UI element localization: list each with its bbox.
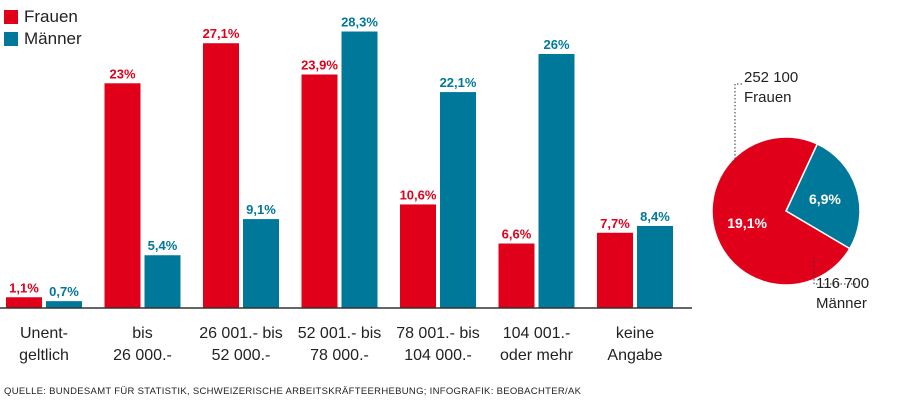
- data-label-maenner-keine-angabe: 8,4%: [640, 209, 670, 224]
- x-tick-label-78001-104000-1: 78 001.- bis: [396, 325, 480, 342]
- x-tick-label-26001-52000-1: 26 001.- bis: [199, 325, 283, 342]
- pie-chart: 6,9% 19,1%: [711, 83, 861, 286]
- data-label-frauen-unentgeltlich: 1,1%: [9, 280, 39, 295]
- bar-maenner-78001-104000: [440, 92, 476, 308]
- data-label-maenner-26001-52000: 9,1%: [246, 202, 276, 217]
- bar-frauen-78001-104000: [400, 204, 436, 308]
- leader-line-maenner: [813, 258, 856, 285]
- x-tick-label-keine-angabe-2: Angabe: [607, 347, 662, 364]
- x-tick-label-unentgeltlich-1: Unent-: [20, 325, 68, 342]
- leader-line-frauen: [734, 83, 742, 162]
- x-tick-label-52001-78000-1: 52 001.- bis: [298, 325, 382, 342]
- legend-item-maenner: Männer: [4, 28, 82, 50]
- x-tick-label-bis-26000-1: bis: [132, 325, 152, 342]
- bar-maenner-unentgeltlich: [46, 301, 82, 308]
- bar-maenner-26001-52000: [243, 219, 279, 308]
- data-label-maenner-104001-mehr: 26%: [543, 37, 569, 52]
- bar-maenner-52001-78000: [341, 31, 378, 308]
- bar-maenner-104001-mehr: [538, 53, 575, 309]
- pie-name-maenner: Männer: [816, 295, 867, 312]
- pie-count-frauen: 252 100: [744, 69, 799, 86]
- x-tick-label-104001-mehr-1: 104 001.-: [503, 325, 571, 342]
- pie-value-maenner: 6,9%: [809, 191, 841, 207]
- source-note: QUELLE: BUNDESAMT FÜR STATISTIK, SCHWEIZ…: [4, 386, 582, 397]
- bar-frauen-bis-26000: [104, 83, 141, 308]
- pie-slice-frauen: [711, 136, 851, 286]
- data-label-frauen-bis-26000: 23%: [109, 66, 135, 81]
- x-tick-label-keine-angabe-1: keine: [616, 325, 654, 342]
- legend-swatch-frauen: [4, 10, 18, 24]
- pie-value-frauen: 19,1%: [727, 215, 767, 231]
- pie-label-frauen: 252 100 Frauen: [744, 68, 798, 108]
- x-tick-label-26001-52000-2: 52 000.-: [212, 347, 271, 364]
- legend-label-frauen: Frauen: [24, 7, 78, 26]
- x-tick-label-104001-mehr-2: oder mehr: [500, 347, 574, 364]
- x-tick-label-unentgeltlich-2: geltlich: [19, 347, 69, 364]
- bar-maenner-keine-angabe: [637, 225, 673, 308]
- pie-count-maenner: 116 700: [816, 275, 870, 292]
- data-label-frauen-78001-104000: 10,6%: [400, 187, 437, 202]
- data-label-maenner-bis-26000: 5,4%: [148, 238, 178, 253]
- x-tick-label-52001-78000-2: 78 000.-: [310, 347, 369, 364]
- pie-slice-maenner: [785, 142, 861, 250]
- data-label-maenner-52001-78000: 28,3%: [341, 15, 378, 30]
- legend-swatch-maenner: [4, 32, 18, 46]
- data-label-frauen-keine-angabe: 7,7%: [600, 216, 630, 231]
- bar-chart: 1,1% 0,7% Unent-geltlich 23% 5,4% bis 26 000.-…: [0, 15, 692, 364]
- bar-frauen-26001-52000: [203, 43, 239, 308]
- data-label-maenner-78001-104000: 22,1%: [440, 75, 477, 90]
- data-label-frauen-52001-78000: 23,9%: [301, 57, 338, 72]
- bar-frauen-unentgeltlich: [6, 297, 42, 308]
- legend: Frauen Männer: [4, 6, 82, 50]
- legend-label-maenner: Männer: [24, 29, 82, 48]
- bar-frauen-keine-angabe: [597, 232, 633, 308]
- x-tick-label-78001-104000-2: 104 000.-: [404, 347, 472, 364]
- bar-frauen-104001-mehr: [498, 243, 535, 308]
- data-label-frauen-104001-mehr: 6,6%: [502, 227, 532, 242]
- data-label-frauen-26001-52000: 27,1%: [203, 26, 240, 41]
- pie-name-frauen: Frauen: [744, 89, 792, 106]
- bar-maenner-bis-26000: [144, 255, 181, 308]
- x-tick-label-bis-26000-2: 26 000.-: [113, 347, 172, 364]
- pie-label-maenner: 116 700 Männer: [816, 274, 869, 314]
- bar-frauen-52001-78000: [301, 74, 338, 308]
- data-label-maenner-unentgeltlich: 0,7%: [49, 284, 79, 299]
- legend-item-frauen: Frauen: [4, 6, 82, 28]
